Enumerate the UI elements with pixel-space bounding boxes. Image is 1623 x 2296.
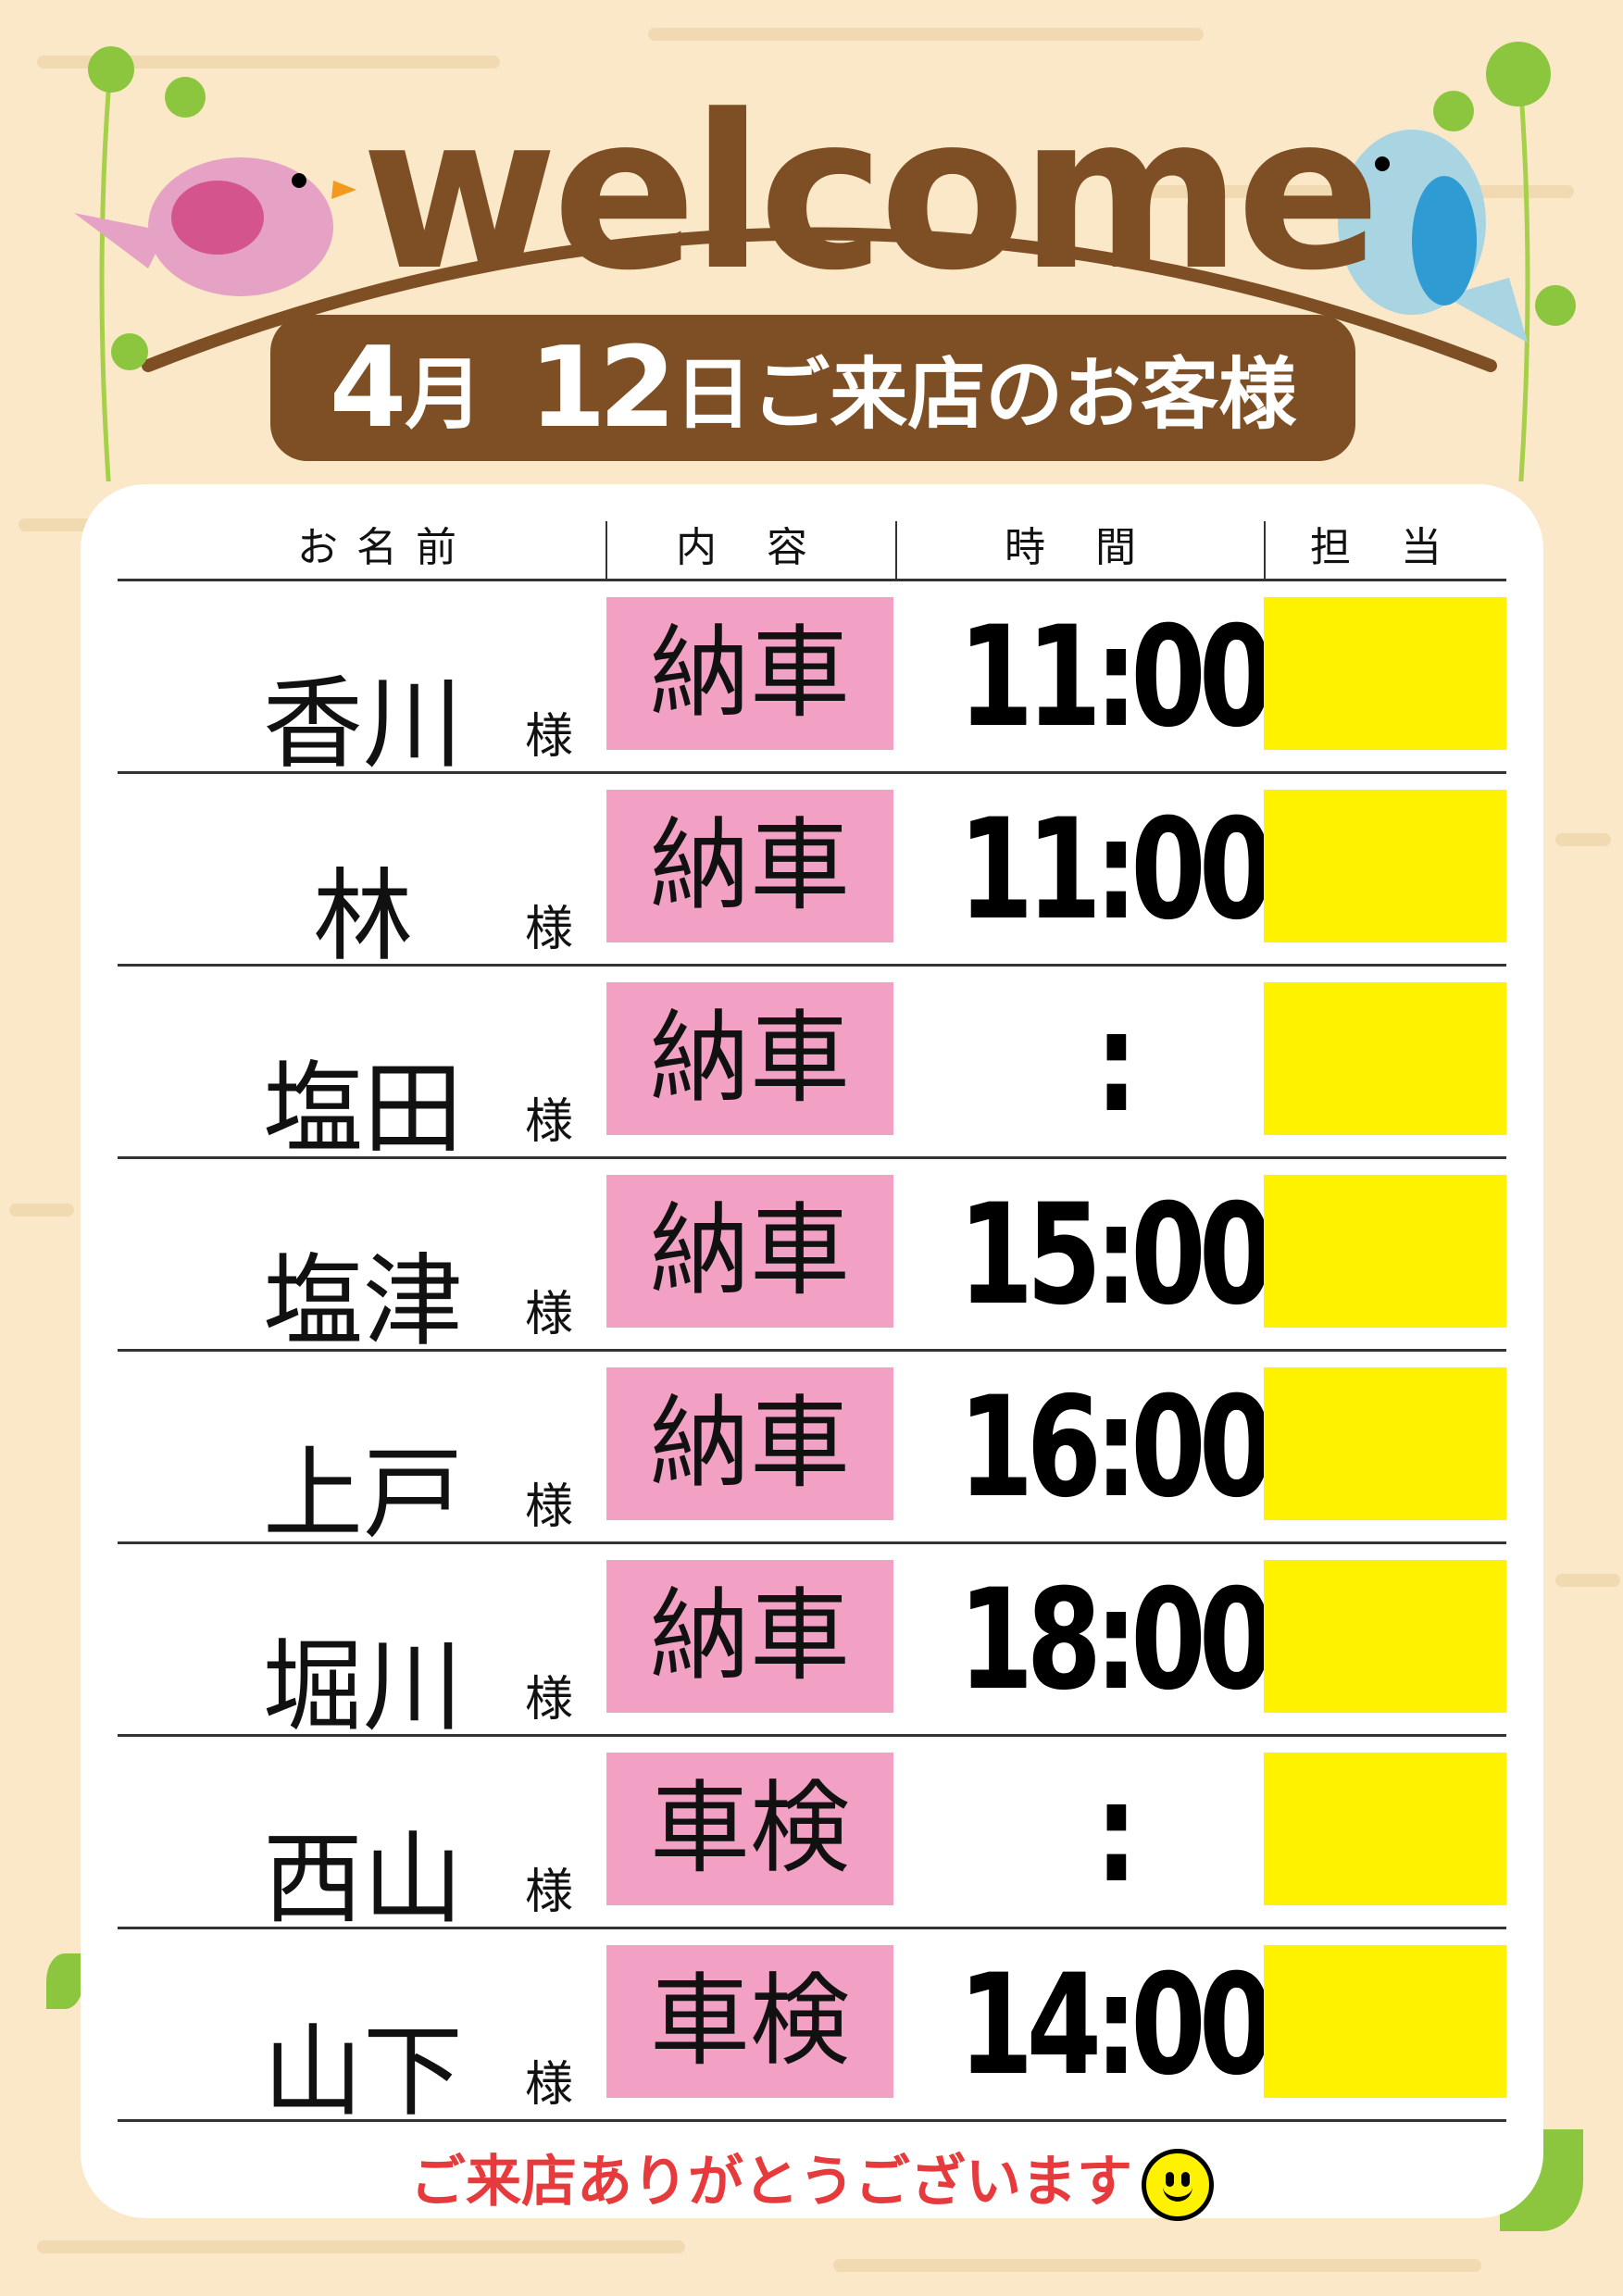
staff-cell [1264,1367,1506,1520]
service-content: 納車 [606,1367,893,1520]
honorific: 様 [525,1865,574,1920]
row-line [118,771,1506,774]
column-header-name: お名前 [297,524,475,571]
appointment-time: : [895,1753,1330,1914]
table-row: 堀川 様 納車 18:00 [81,1560,1543,1753]
time-text: 14:00 [958,1945,1274,2106]
row-line [118,1156,1506,1159]
honorific: 様 [525,902,574,957]
banner-month-suffix: 月 [405,348,483,440]
pink-bird-icon [74,157,356,296]
service-content: 車検 [606,1753,893,1905]
table-row: 塩田 様 納車 : [81,982,1543,1175]
banner-month: 4 [329,323,406,453]
customer-name: 上戸 [262,1437,463,1553]
leaf-icon [46,1953,83,2009]
welcome-title: welcome [361,70,1380,318]
clover-leaves-icon [88,42,1576,370]
appointment-time: 16:00 [895,1367,1330,1529]
honorific: 様 [525,1479,574,1535]
header-line [118,579,1506,581]
staff-cell [1264,1175,1506,1328]
appointment-time: 11:00 [895,790,1330,951]
staff-cell [1264,1753,1506,1905]
time-text: 11:00 [958,597,1274,758]
honorific: 様 [525,1672,574,1728]
honorific: 様 [525,1287,574,1342]
customer-name: 西山 [262,1822,463,1938]
row-line [118,1349,1506,1352]
customer-name: 塩津 [262,1244,463,1360]
row-line [118,964,1506,967]
customer-name: 林 [312,859,413,975]
time-text: : [1094,982,1139,1143]
service-content: 納車 [606,597,893,750]
divider [606,521,607,579]
appointment-time: : [895,982,1330,1143]
service-content: 納車 [606,1560,893,1713]
honorific: 様 [525,709,574,765]
time-text: 16:00 [958,1367,1274,1529]
staff-cell [1264,1945,1506,2098]
table-row: 塩津 様 納車 15:00 [81,1175,1543,1367]
customer-name: 堀川 [262,1629,463,1745]
service-content: 納車 [606,1175,893,1328]
column-header-staff: 担 当 [1310,524,1460,571]
table-row: 山下 様 車検 14:00 [81,1945,1543,2138]
row-line [118,1927,1506,1929]
staff-cell [1264,790,1506,942]
divider [1264,521,1266,579]
table-row: 上戸 様 納車 16:00 [81,1367,1543,1560]
table-row: 西山 様 車検 : [81,1753,1543,1945]
customer-name: 香川 [262,667,463,782]
service-content: 車検 [606,1945,893,2098]
row-line [118,1734,1506,1737]
time-text: 15:00 [958,1175,1274,1336]
appointment-time: 11:00 [895,597,1330,758]
decoration-arc-birds [74,42,1576,481]
visitor-table: お名前 内 容 時 間 担 当 香川 様 納車 11:00 林 様 納車 11:… [81,484,1543,2222]
honorific: 様 [525,2057,574,2113]
time-text: 11:00 [958,790,1274,951]
column-header-time: 時 間 [1005,524,1155,571]
thank-you-message: ご来店ありがとうございます [81,2137,1543,2222]
row-line [118,1541,1506,1544]
table-row: 林 様 納車 11:00 [81,790,1543,982]
divider [895,521,897,579]
smiley-face-icon [1142,2149,1214,2222]
time-text: : [1094,1753,1139,1914]
staff-cell [1264,597,1506,750]
time-text: 18:00 [958,1560,1274,1721]
service-content: 納車 [606,790,893,942]
service-content: 納車 [606,982,893,1135]
blue-bird-icon [1324,130,1528,343]
customer-name: 塩田 [262,1052,463,1167]
banner-day: 12 [529,323,676,453]
date-banner: 4 月 12 日ご来店のお客様 [270,315,1355,461]
table-row: 香川 様 納車 11:00 [81,597,1543,790]
appointment-time: 18:00 [895,1560,1330,1721]
thank-you-text: ご来店ありがとうございます [410,2150,1132,2215]
appointment-time: 14:00 [895,1945,1330,2106]
staff-cell [1264,1560,1506,1713]
row-line [118,2119,1506,2122]
column-header-content: 内 容 [676,524,826,571]
honorific: 様 [525,1094,574,1150]
staff-cell [1264,982,1506,1135]
appointment-time: 15:00 [895,1175,1330,1336]
customer-name: 山下 [262,2015,463,2130]
banner-suffix: 日ご来店のお客様 [674,348,1297,440]
